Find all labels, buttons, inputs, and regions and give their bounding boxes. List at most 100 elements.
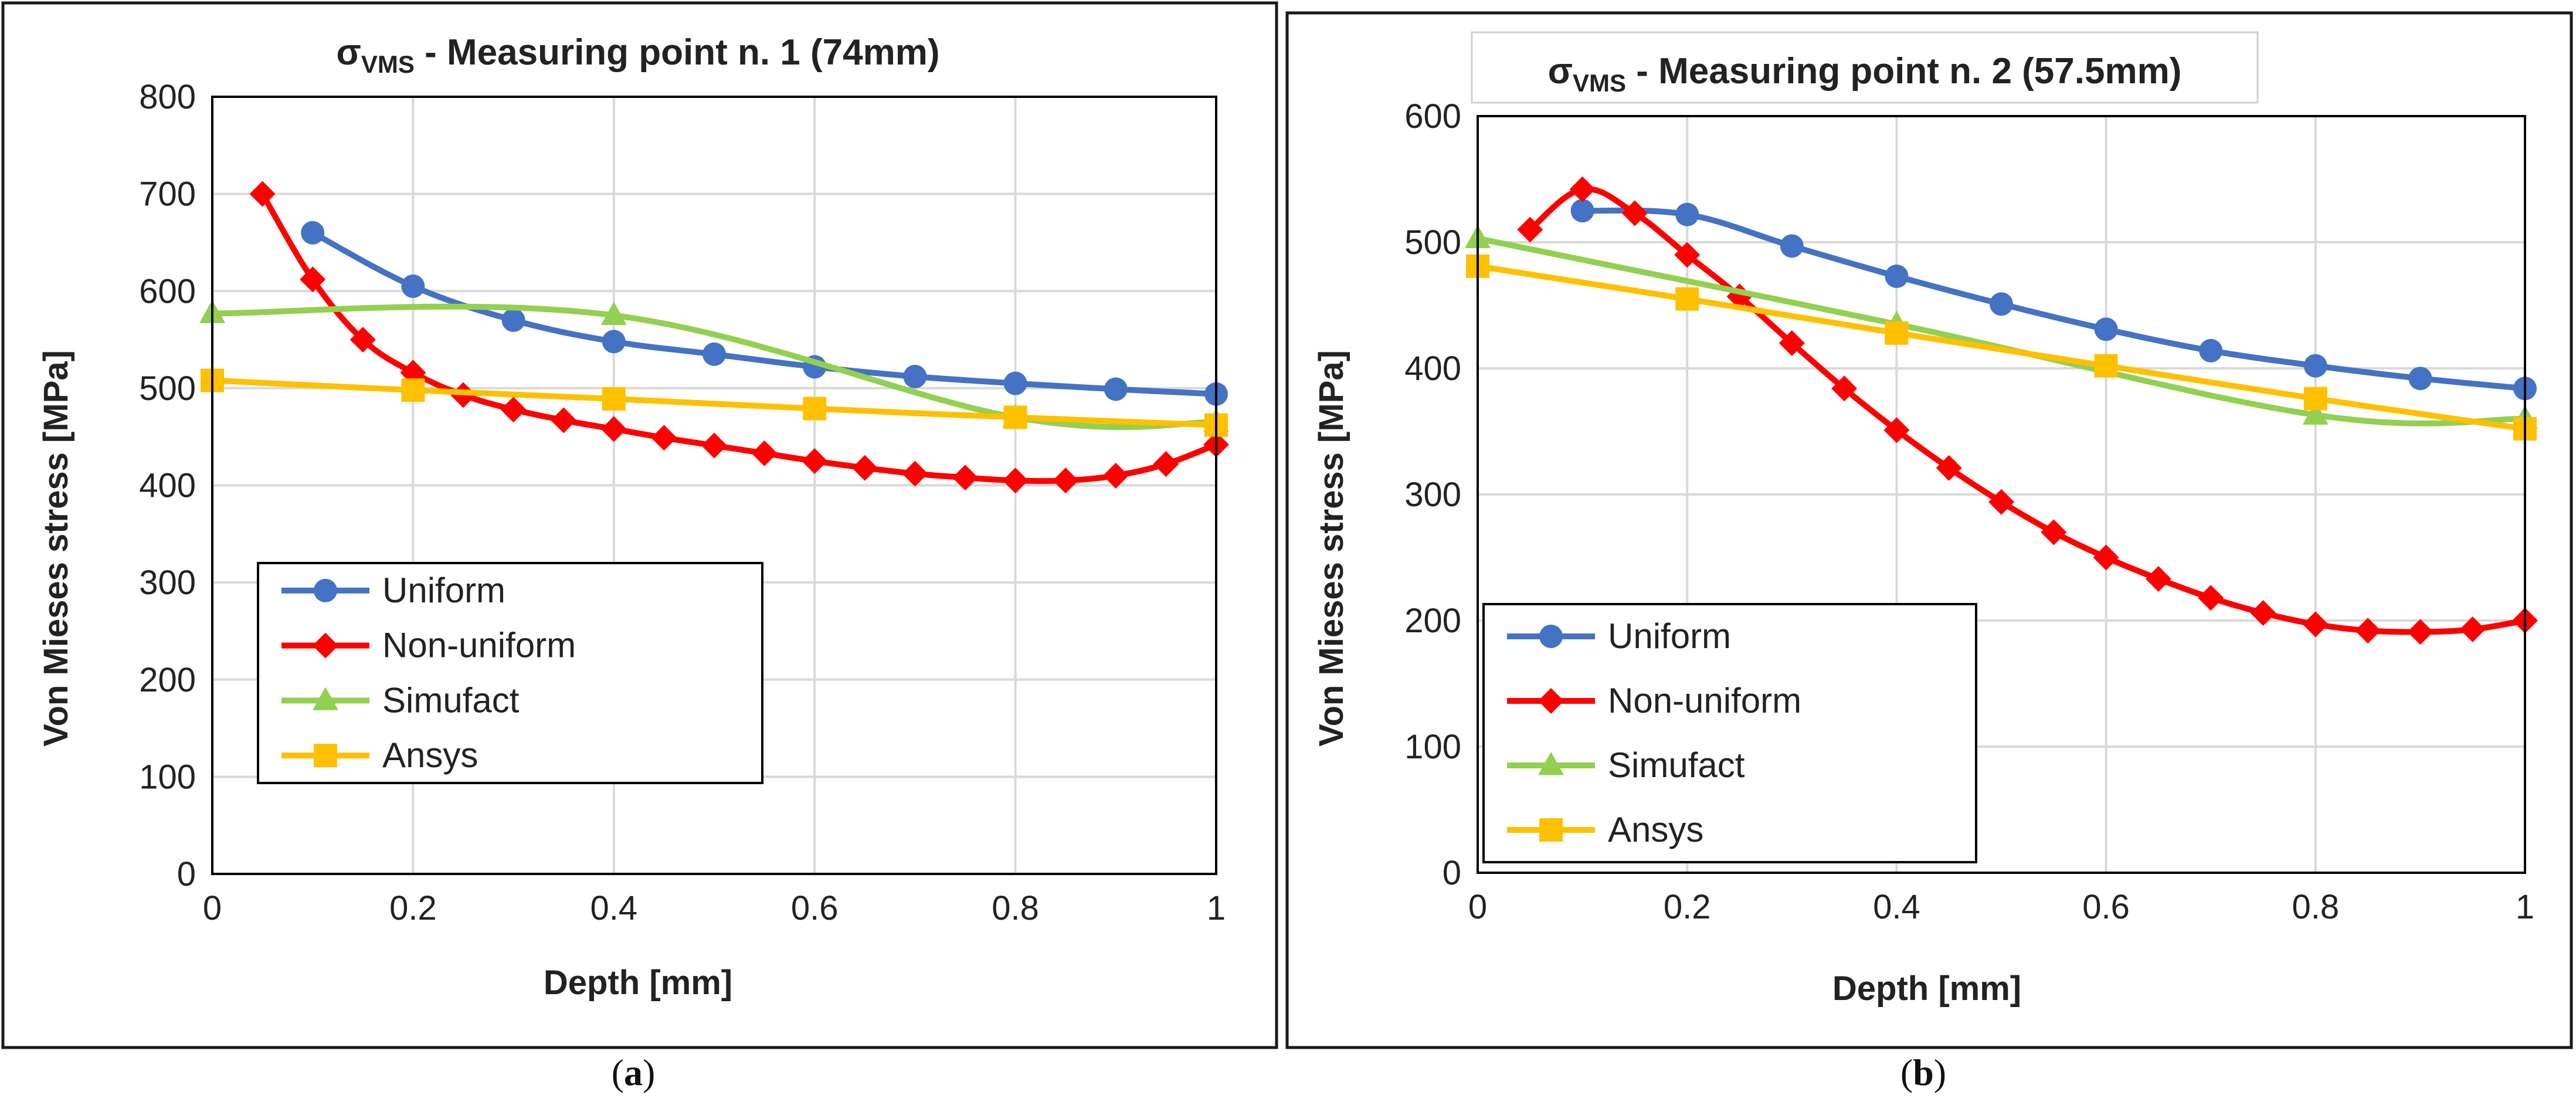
legend-marker-a-1 (313, 632, 338, 659)
data-point-a-1-15 (1002, 467, 1029, 494)
x-tick-label-a-5: 1 (1207, 889, 1226, 927)
data-point-b-1-18 (2459, 616, 2486, 643)
data-point-b-0-2 (1780, 234, 1804, 258)
y-tick-label-b-1: 100 (1404, 728, 1461, 766)
data-point-a-0-2 (501, 308, 525, 332)
chart-title-a: σVMS - Measuring point n. 1 (74mm) (336, 32, 939, 78)
data-point-b-0-8 (2408, 367, 2432, 391)
y-tick-label-a-8: 800 (139, 78, 196, 116)
data-point-b-1-16 (2355, 618, 2381, 644)
x-tick-label-a-0: 0 (203, 889, 222, 927)
data-point-b-1-17 (2407, 619, 2434, 645)
y-tick-label-a-7: 700 (139, 175, 196, 213)
data-point-b-0-5 (2094, 317, 2118, 341)
legend-a: Uniform Non-uniform Simufact Ansys (257, 562, 763, 784)
chart-title-b: σVMS - Measuring point n. 2 (57.5mm) (1548, 51, 2182, 97)
series-line-a-3 (209, 377, 1219, 428)
series-layer-a (199, 181, 1229, 494)
legend-marker-b-3 (1539, 818, 1563, 842)
data-point-b-1-7 (1883, 417, 1910, 443)
legend-label-a-3: Ansys (382, 735, 478, 775)
data-point-a-0-3 (602, 330, 626, 354)
x-tick-label-b-5: 1 (2516, 888, 2534, 926)
data-point-a-1-5 (500, 396, 527, 423)
x-tick-label-a-3: 0.6 (791, 889, 839, 927)
data-point-b-3-1 (1675, 287, 1699, 311)
data-point-a-0-6 (903, 365, 927, 388)
data-point-a-3-4 (1003, 405, 1027, 429)
data-point-a-0-0 (301, 221, 325, 245)
x-tick-label-a-1: 0.2 (389, 889, 437, 927)
data-point-a-1-13 (902, 460, 928, 487)
data-point-b-0-7 (2303, 354, 2327, 378)
y-tick-label-b-2: 200 (1404, 602, 1461, 640)
legend-marker-a-3 (314, 744, 337, 768)
data-point-a-1-18 (1153, 451, 1179, 477)
legend-b: Uniform Non-uniform Simufact Ansys (1482, 603, 1977, 863)
data-point-a-1-6 (551, 407, 577, 433)
data-point-b-0-1 (1675, 202, 1699, 226)
caption-b: (b) (1900, 1052, 1946, 1093)
data-point-a-1-8 (651, 425, 677, 451)
x-axis-label-b: Depth [mm] (1832, 970, 2021, 1008)
data-point-b-1-5 (1779, 330, 1805, 356)
panel-a: σVMS - Measuring point n. 1 (74mm) 0 0.2 0… (1, 1, 1278, 1049)
x-axis-label-a: Depth [mm] (544, 964, 732, 1002)
data-point-a-1-12 (851, 455, 878, 481)
legend-box-b (1482, 603, 1977, 863)
y-tick-label-b-5: 500 (1404, 223, 1461, 262)
plot-area-a (211, 96, 1217, 875)
y-tick-label-b-4: 400 (1404, 350, 1461, 388)
data-point-a-1-1 (300, 266, 326, 293)
y-tick-label-a-5: 500 (139, 370, 196, 408)
y-tick-label-a-0: 0 (177, 855, 196, 893)
legend-label-a-1: Non-uniform (382, 626, 576, 665)
data-point-a-0-8 (1104, 377, 1128, 401)
plot-area-b (1477, 115, 2526, 874)
y-tick-label-b-3: 300 (1404, 476, 1461, 514)
data-point-a-1-17 (1102, 462, 1129, 489)
panel-b: σVMS - Measuring point n. 2 (57.5mm) 0 0.… (1285, 11, 2573, 1049)
chart-title-box-b (1471, 31, 2259, 104)
series-line-b-0 (1579, 207, 2528, 392)
y-tick-label-b-6: 600 (1404, 97, 1461, 135)
data-point-b-1-10 (2041, 519, 2067, 545)
legend-marker-a-2 (313, 687, 338, 710)
y-tick-label-b-0: 0 (1443, 854, 1461, 892)
data-point-b-1-14 (2250, 600, 2276, 626)
x-tick-label-b-0: 0 (1468, 888, 1487, 926)
data-point-a-0-7 (1003, 371, 1027, 395)
data-point-b-1-2 (1621, 200, 1648, 226)
caption-a: (a) (612, 1052, 656, 1093)
legend-label-b-3: Ansys (1608, 810, 1703, 849)
data-point-b-0-4 (1990, 292, 2013, 316)
legend-marker-b-1 (1538, 688, 1564, 714)
data-point-a-1-9 (701, 432, 727, 459)
data-point-a-3-2 (602, 387, 626, 411)
panel-b-frame (1285, 11, 2573, 1049)
series-line-a-2 (209, 303, 1219, 431)
legend-label-a-2: Simufact (382, 680, 520, 720)
data-point-b-1-12 (2145, 566, 2171, 592)
series-line-b-3 (1475, 263, 2528, 432)
data-point-b-3-4 (2303, 387, 2327, 411)
legend-label-b-1: Non-uniform (1608, 681, 1801, 720)
x-tick-label-a-4: 0.8 (992, 889, 1039, 927)
x-tick-label-b-1: 0.2 (1664, 888, 1711, 926)
data-point-b-2-2 (2302, 401, 2329, 425)
data-point-b-1-13 (2198, 585, 2224, 611)
data-point-a-0-1 (401, 274, 425, 298)
legend-box-a (257, 562, 763, 784)
y-tick-label-a-2: 200 (139, 661, 196, 699)
data-point-b-1-6 (1831, 375, 1858, 402)
data-point-b-1-0 (1517, 216, 1543, 243)
data-point-b-0-3 (1885, 265, 1909, 289)
x-tick-label-b-2: 0.4 (1873, 888, 1920, 926)
series-b-non-uniform (1517, 176, 2538, 645)
tick-labels-a: 0 0.2 0.4 0.6 0.8 1 0 100 200 300 400 500 600 700 800 (139, 78, 1226, 927)
legend-marker-b-2 (1538, 751, 1564, 775)
data-point-a-2-1 (600, 301, 627, 326)
legend-marker-b-0 (1539, 625, 1563, 648)
data-point-a-0-4 (702, 342, 726, 366)
